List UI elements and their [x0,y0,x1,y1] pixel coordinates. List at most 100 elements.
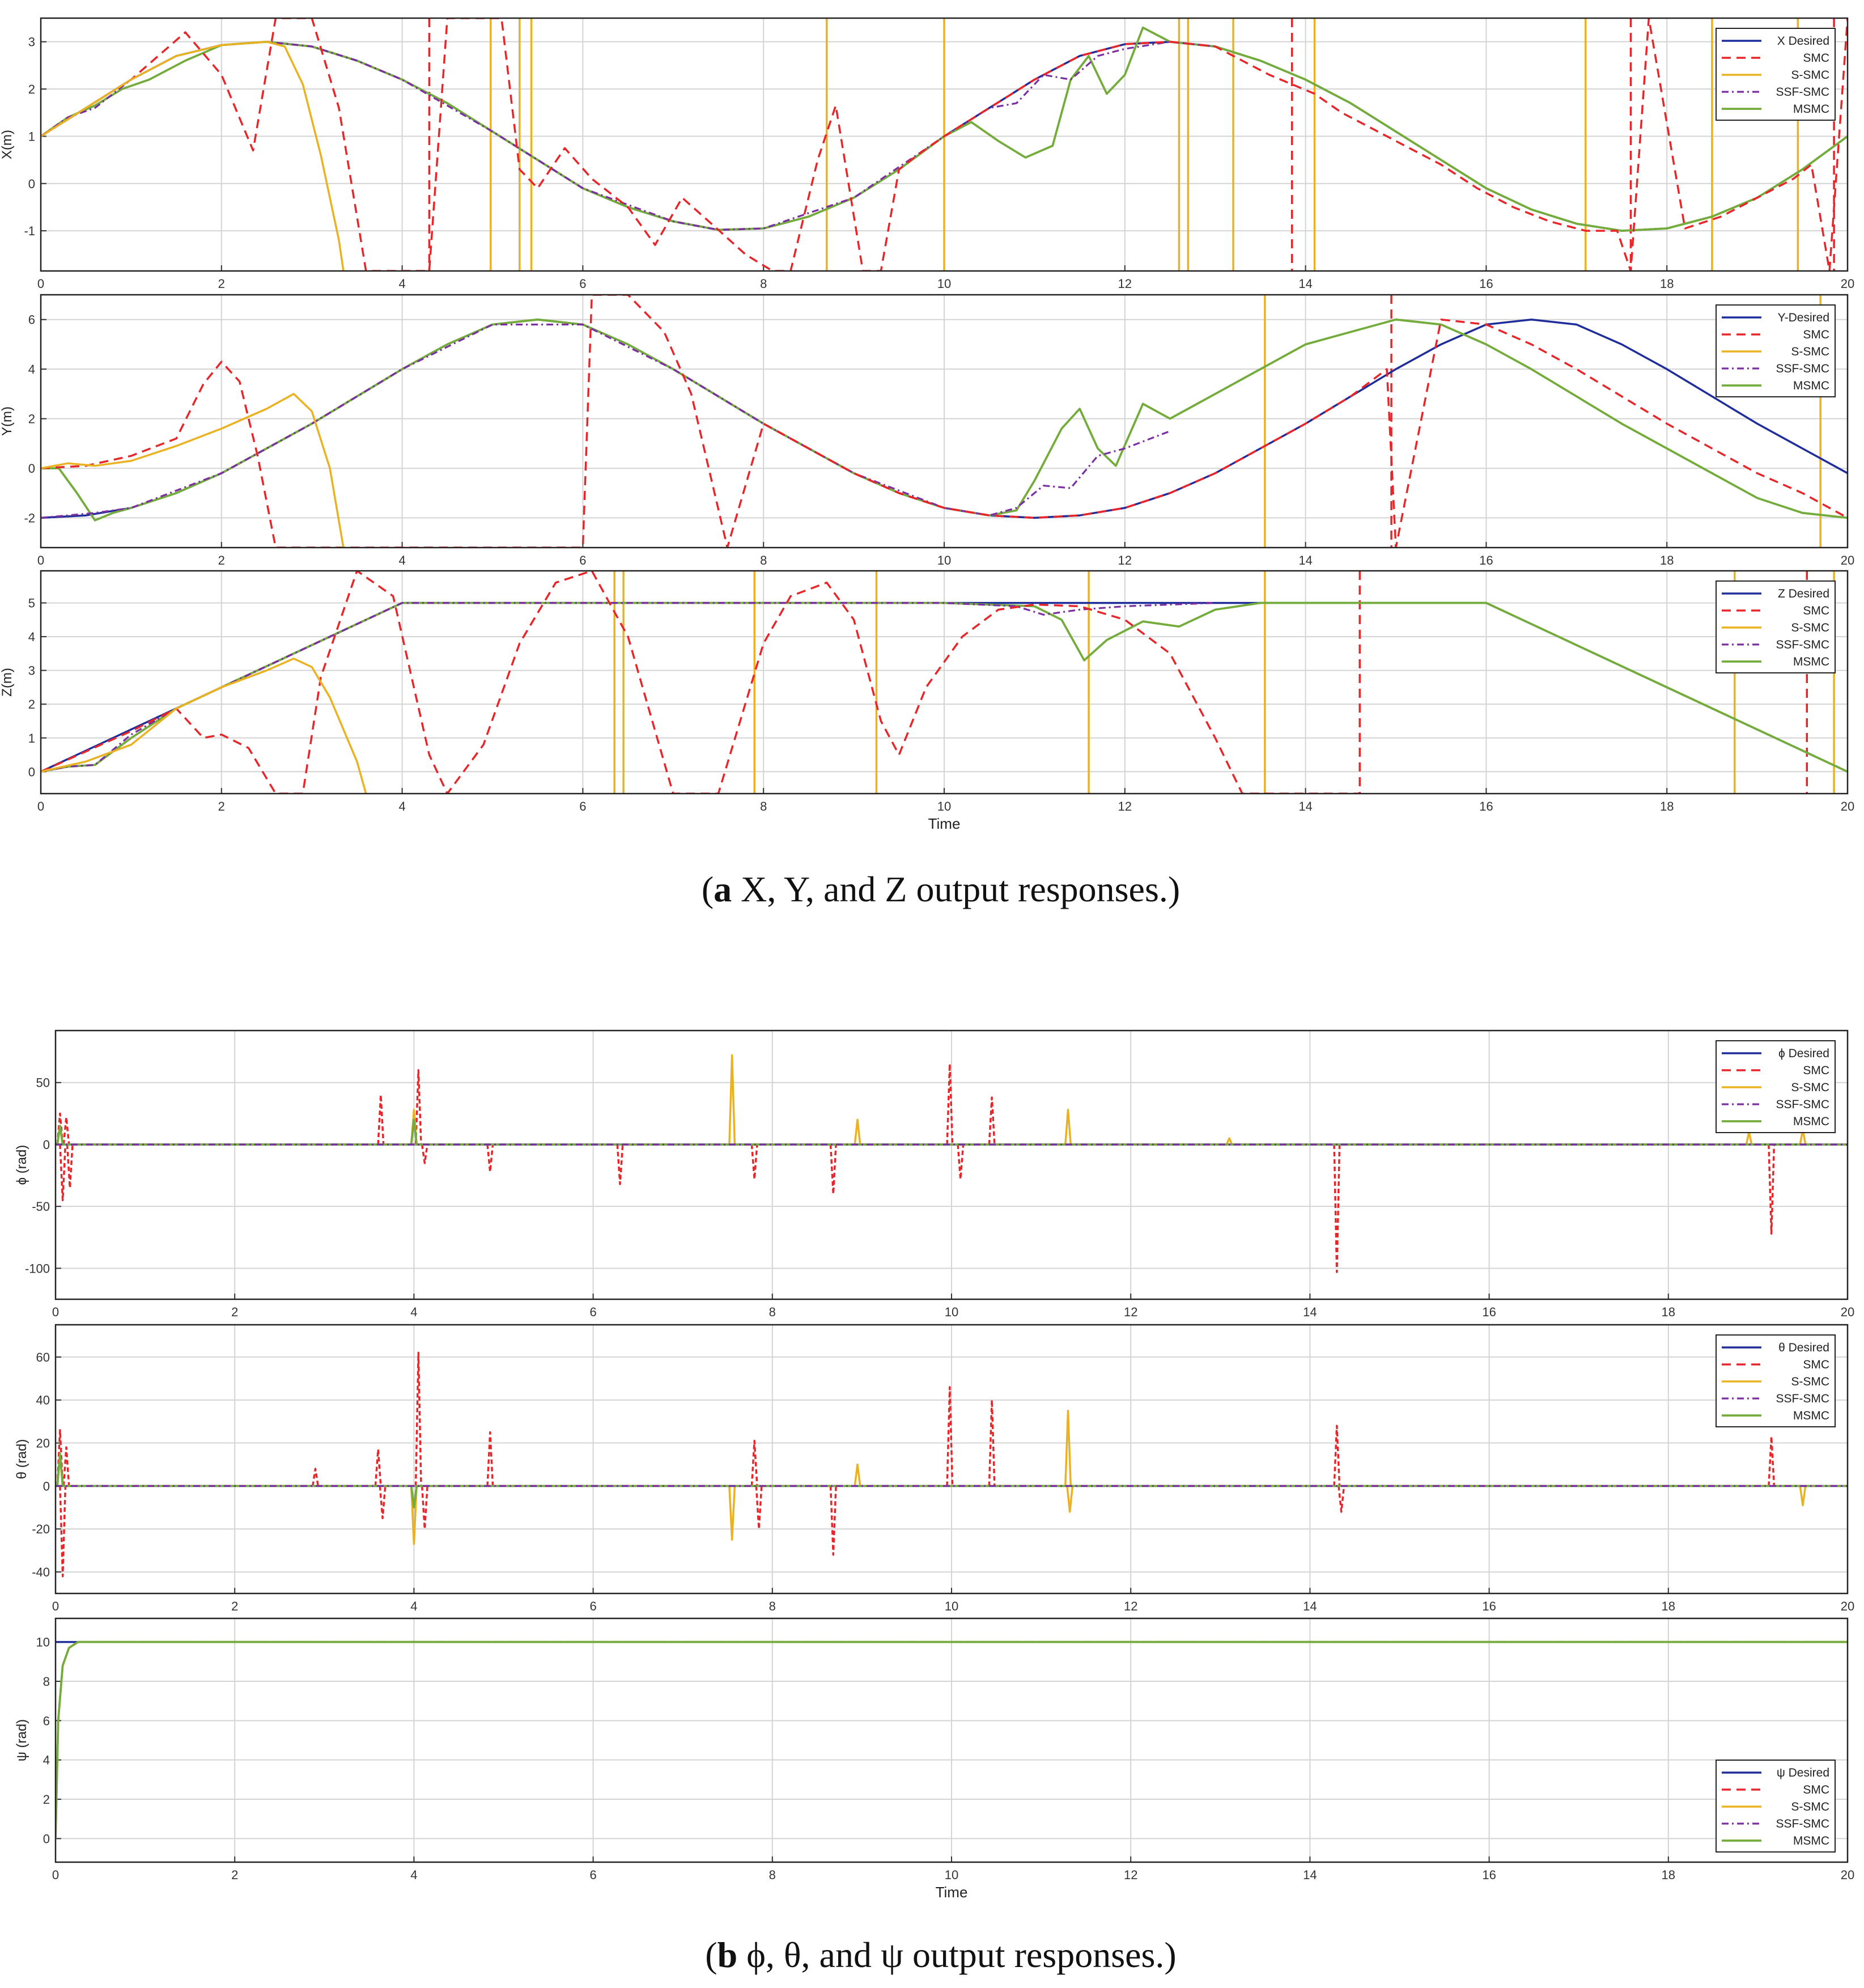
x-tick-label: 6 [589,1599,596,1613]
pulse-ssmc-theta [728,1486,736,1541]
series-msmc-psi [56,1641,1848,1839]
pulse-ssmc-phi [728,1054,736,1145]
x-tick-label: 0 [37,277,44,291]
x-tick-label: 4 [398,277,405,291]
series-msmc-Z [41,601,1848,773]
legend-label-smc: SMC [1803,1783,1829,1796]
x-tick-label: 6 [579,799,586,813]
x-tick-label: 10 [937,553,951,567]
x-tick-label: 14 [1298,553,1312,567]
x-tick-label: 4 [410,1305,417,1319]
x-tick-label: 14 [1303,1305,1317,1319]
x-tick-label: 12 [1118,799,1132,813]
x-tick-label: 2 [231,1599,238,1613]
x-tick-label: 8 [769,1868,776,1882]
x-tick-label: 2 [231,1305,238,1319]
axes-frame-Z [40,570,1849,795]
x-tick-label: 18 [1660,553,1674,567]
y-tick-label: 2 [43,1792,50,1807]
x-tick-label: 14 [1298,799,1312,813]
y-tick-label: 0 [28,177,35,191]
x-tick-label: 10 [937,799,951,813]
x-tick-label: 0 [52,1868,59,1882]
series-group-theta [56,1351,1848,1578]
legend-label-msmc: MSMC [1793,1115,1829,1128]
series-group-Z [41,571,1848,794]
x-tick-label: 6 [579,277,586,291]
x-tick-label: 16 [1479,277,1493,291]
x-tick-label: 10 [945,1305,958,1319]
x-tick-label: 20 [1841,799,1854,813]
pulse-ssmc-theta [1064,1409,1072,1486]
axes-frame-Y [40,294,1849,549]
x-tick-label: 2 [218,553,225,567]
series-smc-Z [41,571,1360,794]
legend-label-ssfsmc: SSF-SMC [1776,86,1830,99]
x-tick-label: 12 [1118,553,1132,567]
y-tick-label: 4 [28,362,35,376]
legend-label-msmc: MSMC [1793,1834,1829,1847]
y-tick-label: 3 [28,664,35,678]
legend-label-smc: SMC [1803,1064,1829,1077]
pulse-smc-theta [1333,1425,1341,1486]
legend-label-msmc: MSMC [1793,379,1829,392]
legend-label-ssmc: S-SMC [1791,1375,1829,1388]
y-tick-label: 0 [43,1138,50,1152]
caption-b: (b ϕ, θ, and ψ output responses.) [705,1935,1176,1975]
pulse-ssmc-phi [854,1118,861,1145]
series-msmc-X [41,26,1848,232]
caption-a: (a X, Y, and Z output responses.) [702,869,1180,909]
series-group-psi [56,1641,1848,1839]
y-tick-label: 6 [43,1714,50,1728]
x-tick-label: 12 [1124,1868,1137,1882]
y-tick-label: -20 [32,1522,50,1536]
x-tick-label: 0 [37,799,44,813]
pulse-smc-theta [414,1351,422,1486]
pulse-smc-theta [1338,1486,1345,1513]
axes-frame-X [40,17,1849,272]
pulse-msmc-theta [410,1486,418,1509]
pulse-msmc-phi [56,1125,64,1145]
legend-label-msmc: MSMC [1793,103,1829,116]
legend-label-smc: SMC [1803,604,1829,617]
x-tick-label: 0 [37,553,44,567]
x-tick-label: 2 [231,1868,238,1882]
x-tick-label: 6 [579,553,586,567]
y-tick-label: 0 [43,1832,50,1846]
series-ssmc-X [41,40,345,271]
legend-label-desired: ψ Desired [1777,1766,1829,1779]
pulse-smc-theta [486,1431,494,1486]
y-tick-label: -100 [25,1261,50,1275]
x-tick-label: 12 [1118,277,1132,291]
y-tick-label: 2 [28,82,35,96]
legend-Y: Y-Desired SMC S-SMC SSF-SMC MSMC [1716,304,1836,397]
legend-label-msmc: MSMC [1793,1409,1829,1422]
x-tick-label: 18 [1662,1868,1675,1882]
x-tick-label: 16 [1482,1599,1496,1613]
y-tick-label: 0 [28,765,35,779]
pulse-smc-theta [379,1486,387,1520]
series-ssfsmc-Y [41,323,1171,519]
x-tick-label: 8 [760,553,767,567]
y-tick-label: 5 [28,596,35,611]
y-axis-label: ψ (rad) [14,1719,29,1761]
y-tick-label: 60 [36,1350,50,1364]
pulse-ssmc-phi [1064,1109,1072,1145]
legend-label-ssfsmc: SSF-SMC [1776,1392,1830,1405]
y-tick-label: 40 [36,1393,50,1408]
pulse-ssmc-theta [1799,1486,1807,1507]
y-tick-label: 2 [28,412,35,426]
pulse-smc-phi [946,1063,954,1145]
chart-psi: 0 2 4 6 8 10 12 14 16 18 20 0 2 4 6 8 10 ψ (rad) Time ψ Des… [14,1617,1854,1901]
x-tick-label: 14 [1303,1868,1317,1882]
pulse-ssmc-phi [1225,1137,1233,1145]
pulse-smc-phi [957,1144,965,1180]
x-tick-label: 16 [1479,553,1493,567]
x-tick-label: 16 [1482,1305,1496,1319]
chart-theta: 0 2 4 6 8 10 12 14 16 18 20 -40 -20 0 20 40 60 θ (rad) θ D… [14,1324,1854,1613]
x-tick-label: 12 [1124,1305,1137,1319]
legend-label-ssmc: S-SMC [1791,1081,1829,1094]
legend-label-smc: SMC [1803,328,1829,341]
y-tick-label: 8 [43,1675,50,1689]
